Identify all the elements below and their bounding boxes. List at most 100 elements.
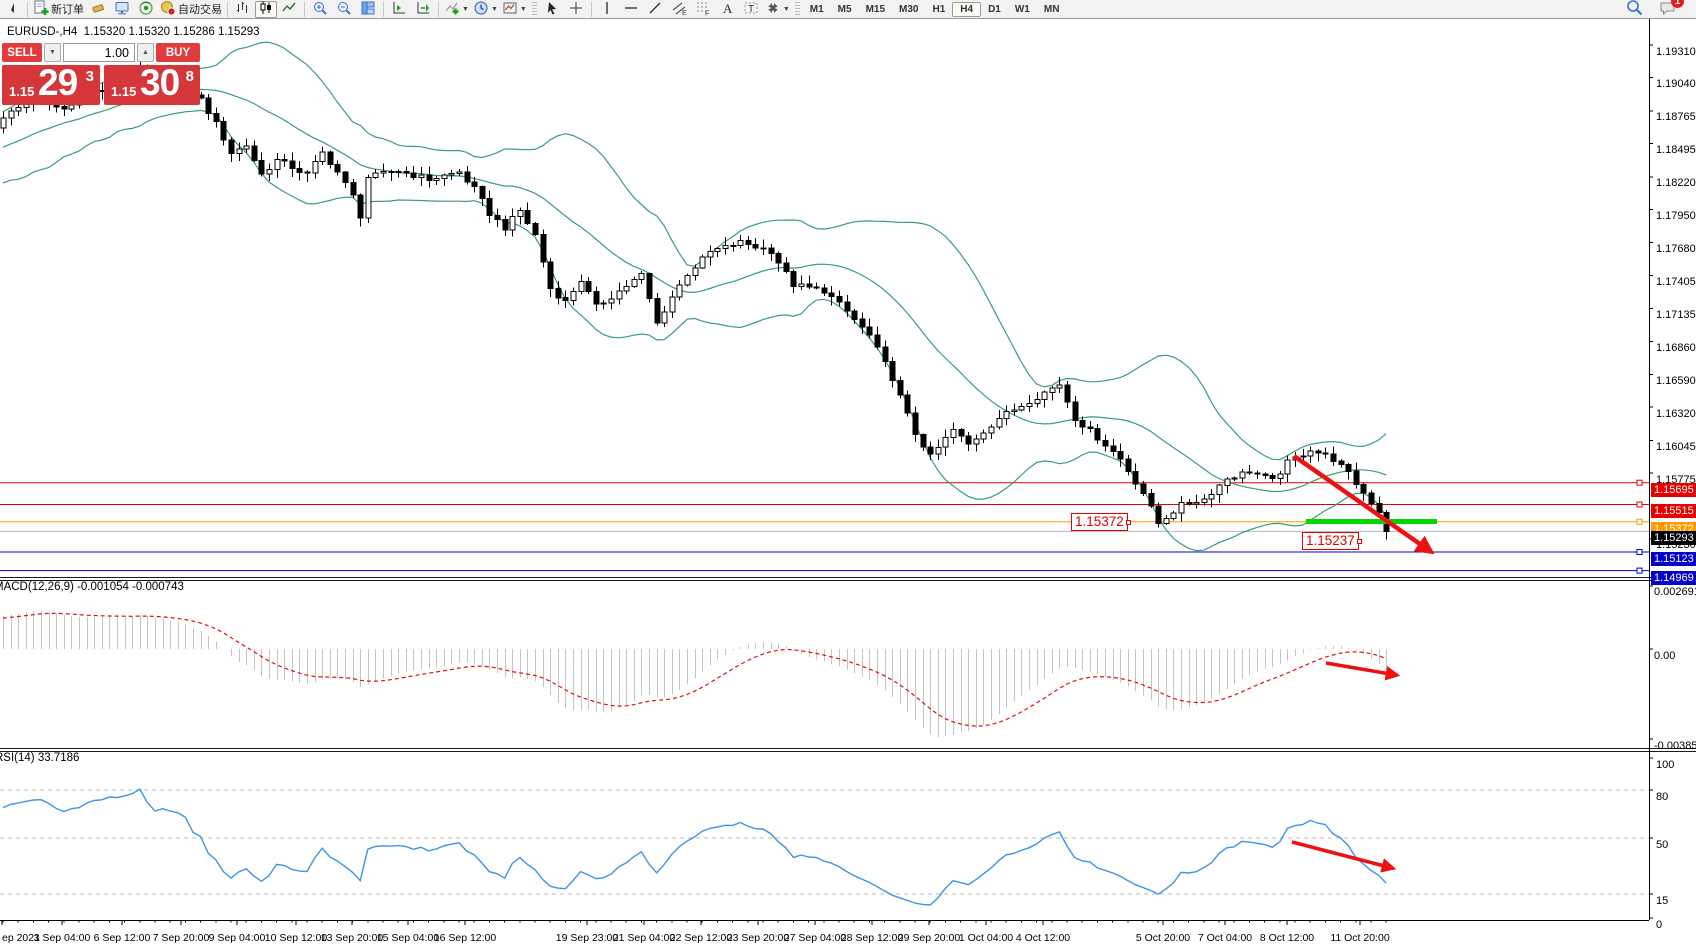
macd-tick: 0.002691 xyxy=(1654,585,1696,598)
zoom-in-button[interactable] xyxy=(308,1,332,18)
channel-button[interactable]: E xyxy=(667,1,691,18)
autotrade-button[interactable]: 自动交易 xyxy=(158,0,224,18)
chart-shift-button[interactable] xyxy=(411,1,435,18)
price-tick: 1.18495 xyxy=(1656,143,1696,156)
timeframe-button-m30[interactable]: M30 xyxy=(899,3,919,15)
timeframe-button-h1[interactable]: H1 xyxy=(932,3,946,15)
time-tick: 21 Sep 04:00 xyxy=(612,931,676,944)
volume-increase-button[interactable]: ▲ xyxy=(137,43,154,62)
price-tick: 1.18220 xyxy=(1656,176,1696,189)
sell-price-box[interactable]: 1.15 29 3 xyxy=(2,62,100,105)
rsi-tick: 15 xyxy=(1656,894,1669,907)
time-tick: 27 Sep 04:00 xyxy=(783,931,847,944)
zoom-in-icon xyxy=(312,0,328,19)
time-tick: 11 Oct 20:00 xyxy=(1330,931,1390,944)
time-tick: 28 Sep 12:00 xyxy=(840,931,904,944)
volume-input[interactable] xyxy=(63,43,135,62)
signal-button[interactable] xyxy=(134,1,158,18)
autotrade-label: 自动交易 xyxy=(178,4,222,16)
green-support-segment xyxy=(1306,519,1437,524)
toolbar-separator xyxy=(304,1,305,17)
toolbar-drag-handle xyxy=(531,1,537,17)
timeframe-button-w1[interactable]: W1 xyxy=(1014,3,1030,15)
price-tick: 1.19310 xyxy=(1656,45,1696,58)
price-tick: 1.17135 xyxy=(1656,308,1696,321)
eraser-button[interactable] xyxy=(86,1,110,18)
current-price-badge: 1.15293 xyxy=(1651,530,1696,545)
rsi-line xyxy=(2,788,1387,906)
time-tick: 10 Sep 12:00 xyxy=(264,931,328,944)
new-order-button[interactable]: 新订单 xyxy=(31,0,86,18)
fibonacci-icon: F xyxy=(695,0,711,19)
vertical-line-button[interactable] xyxy=(595,1,619,18)
text-button[interactable]: A xyxy=(715,1,739,18)
indicators-button[interactable]: ▼ xyxy=(442,1,471,18)
price-tick: 1.16590 xyxy=(1656,374,1696,387)
sell-button[interactable]: SELL xyxy=(2,43,42,62)
annotation-price-label-0[interactable]: 1.15372 xyxy=(1071,513,1131,531)
label-anchor-knob xyxy=(1125,519,1131,525)
sell-price-sup: 3 xyxy=(85,68,94,85)
channel-icon: E xyxy=(671,0,687,19)
horizontal-line-icon xyxy=(623,0,639,19)
time-tick: 16 Sep 12:00 xyxy=(433,931,497,944)
chart-bars-button[interactable] xyxy=(231,1,255,18)
chart-candles-icon xyxy=(258,0,274,19)
notifications-button[interactable]: 1 xyxy=(1656,0,1684,19)
monitor-button[interactable] xyxy=(110,1,134,18)
time-tick: 7 Oct 04:00 xyxy=(1197,931,1253,944)
time-tick: 5 Oct 20:00 xyxy=(1135,931,1191,944)
timeframe-button-h4[interactable]: H4 xyxy=(952,1,982,17)
buy-button[interactable]: BUY xyxy=(156,43,200,62)
cursor-fragment-icon xyxy=(0,1,24,18)
templates-button[interactable]: ▼ xyxy=(500,1,529,18)
periods-button[interactable]: ▼ xyxy=(471,1,500,18)
time-tick: 6 Sep 12:00 xyxy=(93,931,151,944)
macd-tick: -0.00385 xyxy=(1654,739,1696,752)
chart-candles-button[interactable] xyxy=(255,0,277,19)
rsi-tick: 0 xyxy=(1656,918,1663,931)
tile-windows-button[interactable] xyxy=(356,1,380,18)
crosshair-button[interactable] xyxy=(564,1,588,18)
buy-price-box[interactable]: 1.15 30 8 xyxy=(104,62,200,105)
macd-histogram xyxy=(3,610,1387,737)
fibonacci-button[interactable]: F xyxy=(691,1,715,18)
cursor-icon xyxy=(544,0,560,19)
trendline-button[interactable] xyxy=(643,1,667,18)
auto-scroll-button[interactable] xyxy=(387,1,411,18)
macd-signal-line xyxy=(2,612,1387,727)
toolbar-separator xyxy=(383,1,384,17)
search-icon xyxy=(1626,0,1643,19)
chat-icon: 1 xyxy=(1659,0,1684,19)
search-button[interactable] xyxy=(1622,0,1646,19)
arrows-button[interactable]: ▼ xyxy=(763,1,792,18)
sell-price-small: 1.15 xyxy=(9,84,35,99)
cursor-button[interactable] xyxy=(540,1,564,18)
text-icon: A xyxy=(719,0,735,19)
timeframe-button-mn[interactable]: MN xyxy=(1043,3,1060,15)
text-label-button[interactable]: T xyxy=(739,1,763,18)
timeframe-button-m15[interactable]: M15 xyxy=(865,3,886,15)
trend-arrow-0 xyxy=(1292,454,1435,555)
svg-text:E: E xyxy=(682,10,687,16)
chart-line-icon xyxy=(281,0,297,19)
timeframe-button-d1[interactable]: D1 xyxy=(988,3,1001,15)
trend-arrow-2 xyxy=(1291,840,1397,873)
chart-line-button[interactable] xyxy=(277,1,301,18)
timeframe-button-m5[interactable]: M5 xyxy=(837,3,852,15)
timeframe-button-m1[interactable]: M1 xyxy=(809,3,824,15)
buy-price-small: 1.15 xyxy=(111,84,137,99)
crosshair-icon xyxy=(568,0,584,19)
time-tick: 23 Sep 20:00 xyxy=(726,931,790,944)
annotation-price-label-1[interactable]: 1.15237 xyxy=(1302,532,1362,550)
volume-decrease-button[interactable]: ▼ xyxy=(44,43,61,62)
zoom-out-button[interactable] xyxy=(332,1,356,18)
time-tick: 13 Sep 20:00 xyxy=(320,931,384,944)
tile-windows-icon xyxy=(360,0,376,19)
toolbar-separator xyxy=(227,1,228,17)
sell-price-big: 29 xyxy=(38,62,78,103)
chart-canvas[interactable] xyxy=(0,19,1696,940)
level-price-badge: 1.14969 xyxy=(1651,570,1696,585)
horizontal-line-button[interactable] xyxy=(619,1,643,18)
